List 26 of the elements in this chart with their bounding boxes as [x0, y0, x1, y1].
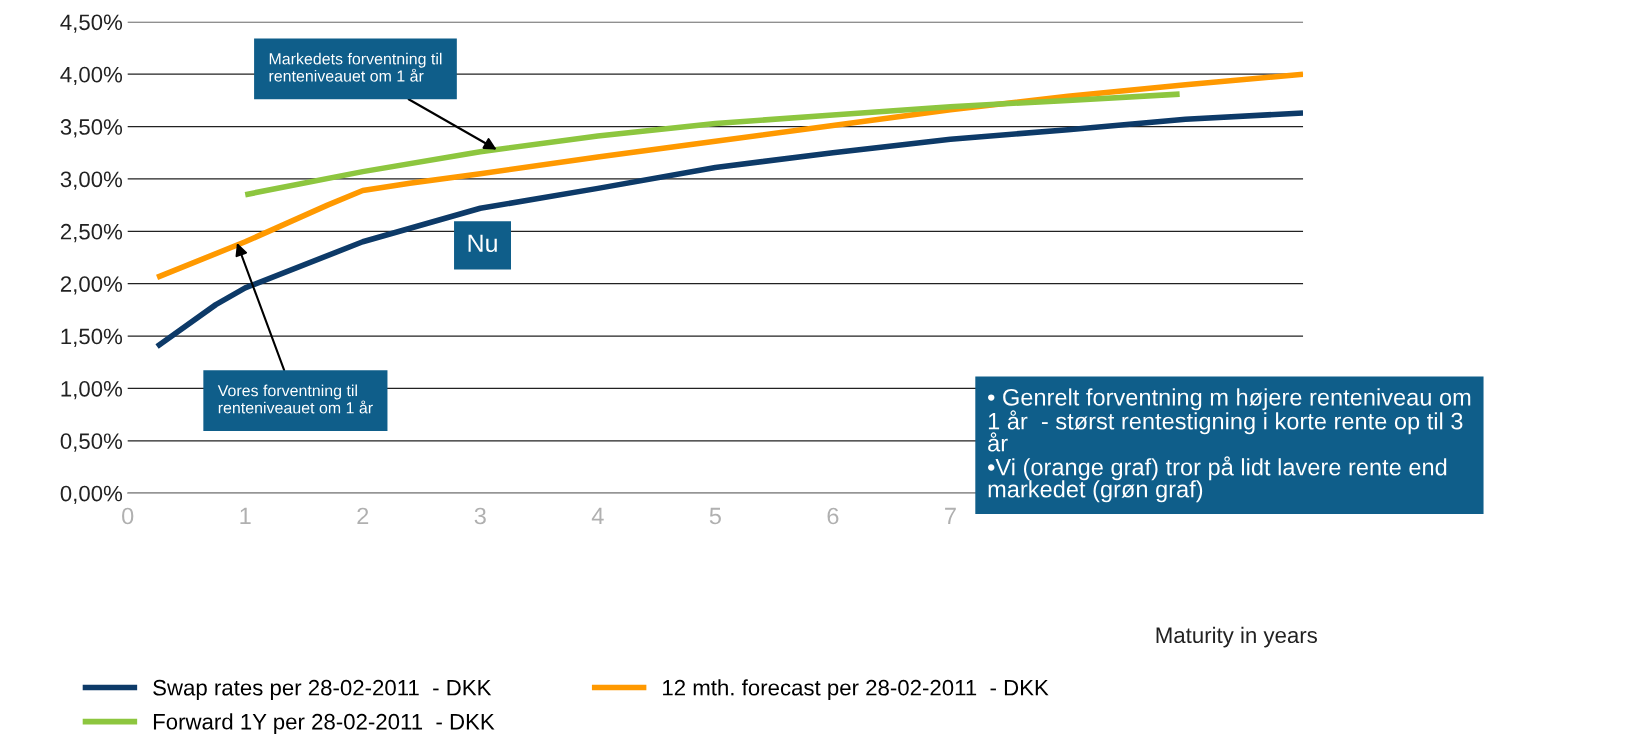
x-tick-label: 6: [827, 507, 839, 525]
annotation: Markedets forventning til renteniveauet om 1 år: [269, 52, 442, 82]
y-tick-label: 3,00%: [60, 171, 123, 190]
x-tick-label: 1: [240, 507, 251, 525]
y-tick-label: 3,50%: [60, 119, 123, 138]
legend-label: 12 mth. forecast per 28-02-2011 - DKK: [663, 679, 1049, 700]
y-tick-label: 2,00%: [60, 276, 123, 295]
x-axis-title: Maturity in years: [1156, 626, 1317, 648]
y-tick-label: 4,50%: [60, 14, 123, 33]
y-tick-label: 1,00%: [61, 380, 123, 400]
x-tick-label: 7: [945, 507, 956, 525]
annotation: Vores forventning til renteniveauet om 1 år: [217, 384, 373, 414]
y-tick-label: 0,50%: [60, 433, 123, 452]
y-tick-label: 4,00%: [60, 66, 123, 86]
y-tick-label: 1,50%: [61, 328, 123, 347]
annotation: • Genrelt forventning m højere renteniveau om 1 år - størst rentestigning i korte rente op til 3 år •Vi (orange graf) tror på lidt lavere rente end markedet (grøn graf): [988, 388, 1471, 503]
legend-label: Swap rates per 28-02-2011 - DKK: [153, 679, 492, 700]
legend-label: Forward 1Y per 28-02-2011 - DKK: [153, 713, 495, 734]
x-tick-label: 4: [591, 507, 604, 525]
annotation: Nu: [468, 234, 497, 253]
x-tick-label: 0: [122, 507, 134, 525]
y-tick-label: 0,00%: [60, 485, 123, 505]
y-tick-label: 2,50%: [60, 223, 123, 243]
x-tick-label: 3: [474, 507, 486, 525]
x-tick-label: 5: [709, 507, 721, 525]
x-tick-label: 2: [357, 507, 369, 525]
